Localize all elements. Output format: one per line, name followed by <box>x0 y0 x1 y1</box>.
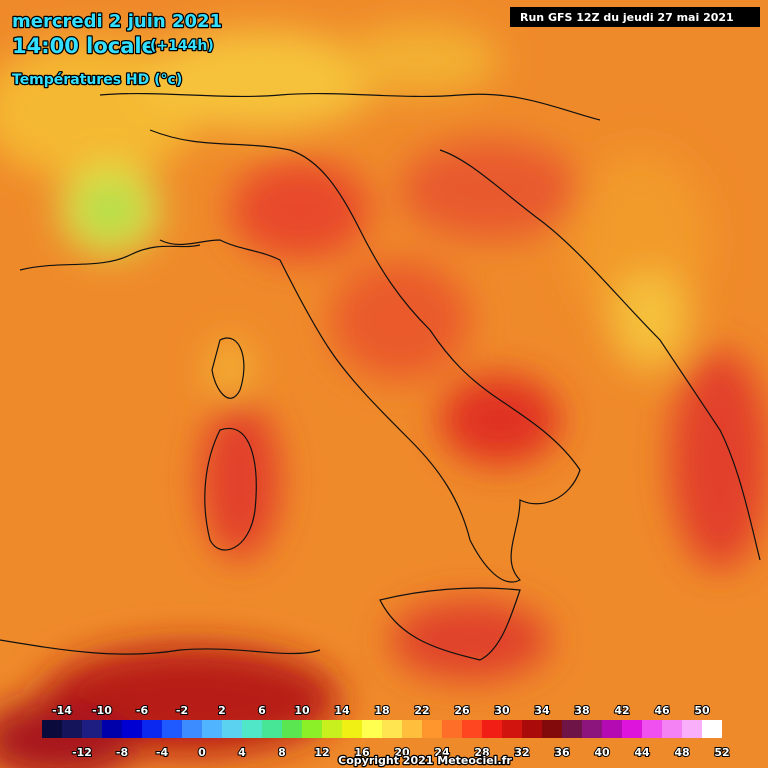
legend-swatch <box>702 720 722 738</box>
legend-swatch <box>362 720 382 738</box>
legend-label: 30 <box>494 704 510 717</box>
legend-label: 48 <box>674 746 689 759</box>
legend-swatch <box>62 720 82 738</box>
legend-label: 46 <box>654 704 670 717</box>
legend-label: 8 <box>278 746 286 759</box>
parameter-label: Températures HD (°c) <box>12 72 182 88</box>
legend-swatch <box>302 720 322 738</box>
legend-label: 26 <box>454 704 470 717</box>
legend-label: -2 <box>176 704 188 717</box>
legend-swatch <box>142 720 162 738</box>
legend-swatch <box>102 720 122 738</box>
legend-swatch <box>462 720 482 738</box>
legend-label: 12 <box>314 746 329 759</box>
coastlines <box>0 92 761 661</box>
legend-label: 38 <box>574 704 589 717</box>
legend-swatch <box>382 720 402 738</box>
legend-label: 50 <box>694 704 710 717</box>
legend-swatch <box>82 720 102 738</box>
legend-label: 24 <box>434 746 450 759</box>
date-label: mercredi 2 juin 2021 <box>12 11 222 32</box>
legend-label: 6 <box>258 704 266 717</box>
copyright: Copyright 2021 Meteociel.fr <box>338 754 512 767</box>
legend-swatch <box>522 720 542 738</box>
legend-swatch <box>322 720 342 738</box>
color-legend: -14 -10 -6 -2 2 6 10 14 18 22 26 30 34 38 42 46 50-12 -8-… <box>42 703 731 760</box>
legend-label: -4 <box>156 746 169 759</box>
legend-swatch <box>162 720 182 738</box>
legend-swatch <box>402 720 422 738</box>
legend-swatch <box>602 720 622 738</box>
legend-swatch <box>202 720 222 738</box>
legend-swatch <box>282 720 302 738</box>
legend-swatch <box>622 720 642 738</box>
legend-label: 22 <box>414 704 429 717</box>
legend-label: 20 <box>394 746 410 759</box>
legend-swatch <box>562 720 582 738</box>
legend-label: 10 <box>294 704 310 717</box>
legend-label: 14 <box>334 704 350 717</box>
legend-swatch <box>662 720 682 738</box>
legend-label: 52 <box>714 746 729 759</box>
legend-label: 40 <box>594 746 610 759</box>
legend-label: 42 <box>614 704 629 717</box>
legend-label: -14 <box>52 704 72 717</box>
legend-label: 0 <box>198 746 206 759</box>
legend-swatch <box>642 720 662 738</box>
legend-swatch <box>542 720 562 738</box>
legend-swatch <box>682 720 702 738</box>
legend-label: 34 <box>534 704 550 717</box>
legend-swatch <box>42 720 62 738</box>
legend-label: 32 <box>514 746 529 759</box>
legend-swatch <box>342 720 362 738</box>
run-label: Run GFS 12Z du jeudi 27 mai 2021 <box>520 11 734 24</box>
legend-label: 18 <box>374 704 389 717</box>
legend-label: 2 <box>218 704 226 717</box>
legend-swatch <box>582 720 602 738</box>
legend-swatch <box>122 720 142 738</box>
legend-label: -8 <box>116 746 128 759</box>
legend-label: 36 <box>554 746 570 759</box>
legend-swatch <box>262 720 282 738</box>
legend-swatch <box>502 720 522 738</box>
legend-label: -10 <box>92 704 112 717</box>
legend-swatch <box>442 720 462 738</box>
legend-label: -6 <box>136 704 149 717</box>
lead-label: (+144h) <box>150 38 214 54</box>
legend-swatch <box>422 720 442 738</box>
temperature-field <box>0 25 768 768</box>
legend-label: -12 <box>72 746 92 759</box>
legend-swatch <box>182 720 202 738</box>
legend-label: 16 <box>354 746 370 759</box>
legend-swatch <box>222 720 242 738</box>
legend-label: 44 <box>634 746 650 759</box>
legend-swatch <box>242 720 262 738</box>
header: mercredi 2 juin 2021 14:00 locale (+144h… <box>11 7 760 89</box>
time-label: 14:00 locale <box>12 34 156 58</box>
run-box <box>510 7 760 27</box>
legend-swatch <box>482 720 502 738</box>
legend-label: 4 <box>238 746 246 759</box>
legend-label: 28 <box>474 746 489 759</box>
